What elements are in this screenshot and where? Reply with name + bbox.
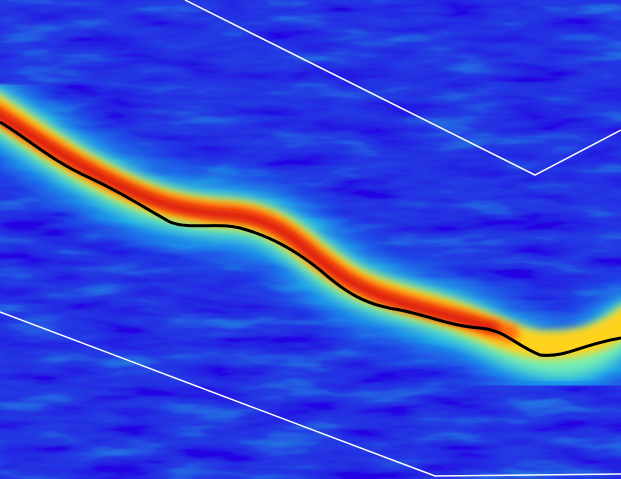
boundary-top	[184, 0, 621, 176]
boundary-bottom	[0, 311, 621, 477]
ridge-line	[0, 120, 621, 357]
band-red	[0, 110, 500, 333]
